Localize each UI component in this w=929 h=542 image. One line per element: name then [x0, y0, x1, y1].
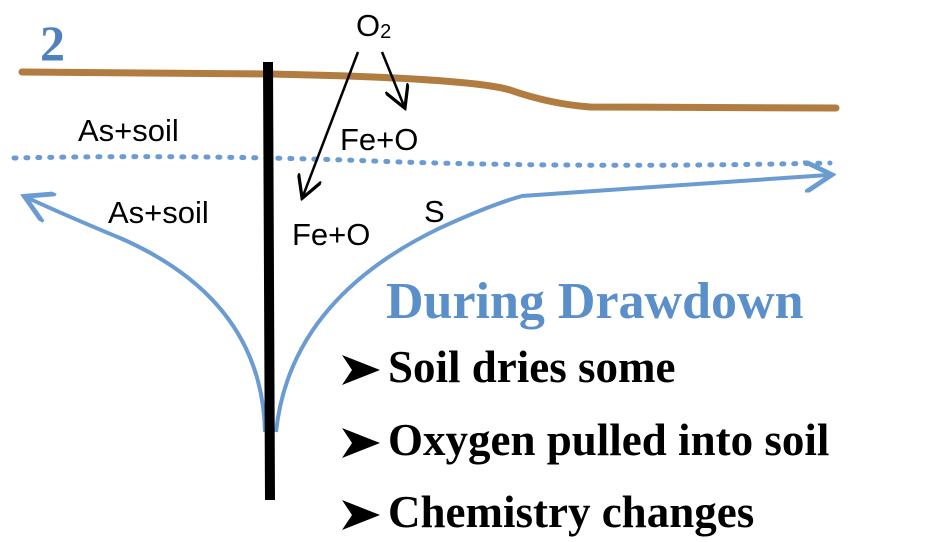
bullet-icon — [342, 428, 380, 458]
oxygen-element: O — [356, 8, 380, 43]
bullet: Chemistry changes — [388, 487, 754, 537]
drawdown-cone-left — [28, 198, 265, 432]
bullet: Oxygen pulled into soil — [388, 415, 829, 465]
ground-surface — [22, 72, 836, 108]
water-table — [14, 157, 830, 166]
oxygen-label: O2 — [356, 8, 391, 43]
heading: During Drawdown — [386, 273, 804, 330]
label: As+soil — [108, 195, 209, 230]
oxygen-subscript: 2 — [380, 21, 391, 43]
bullet-list: Soil dries some Oxygen pulled into soil … — [342, 342, 829, 537]
bullet: Soil dries some — [388, 342, 676, 392]
bullet-icon — [342, 500, 380, 530]
bullet-icon — [342, 355, 380, 385]
label: As+soil — [78, 113, 179, 148]
panel-number: 2 — [40, 15, 65, 71]
label: Fe+O — [340, 122, 418, 157]
diagram: 2 O2 As+soil As+soil Fe+O Fe+O S During … — [0, 0, 929, 542]
label: Fe+O — [292, 217, 370, 252]
label: S — [424, 194, 445, 229]
well — [268, 62, 270, 500]
